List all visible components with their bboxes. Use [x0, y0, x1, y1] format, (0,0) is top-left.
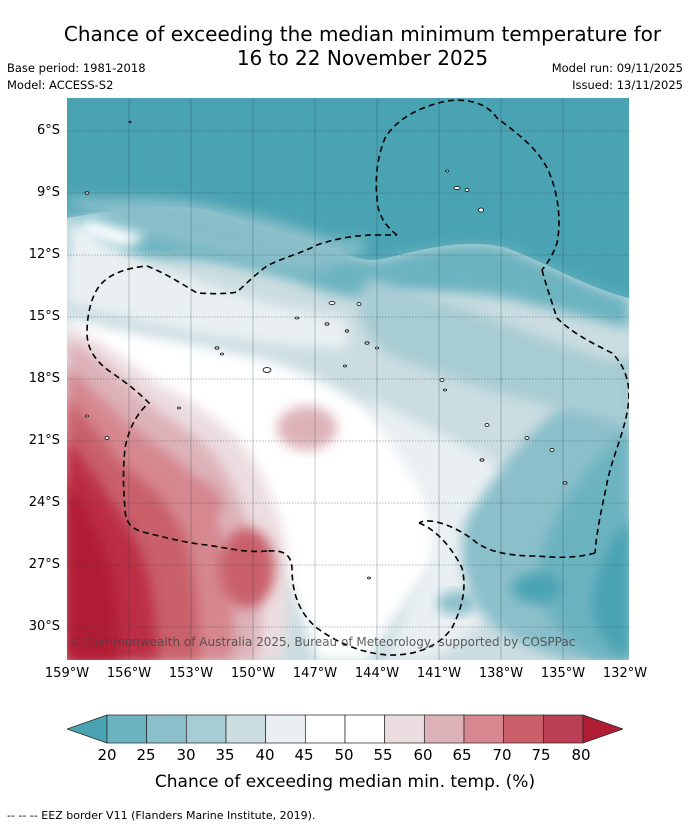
issued-date: Issued: 13/11/2025 — [572, 78, 683, 92]
colorbar-segment — [463, 714, 505, 744]
colorbar-high-arrow — [582, 714, 623, 744]
colorbar-segment — [185, 714, 227, 744]
model-run: Model run: 09/11/2025 — [551, 61, 683, 75]
colorbar-title: Chance of exceeding median min. temp. (%… — [154, 772, 536, 792]
lat-label-12s: 12°S — [28, 247, 60, 262]
colorbar-tick-70: 70 — [492, 746, 512, 764]
colorbar-segment — [503, 714, 544, 744]
colorbar-tick-80: 80 — [571, 746, 591, 764]
colorbar-segment — [225, 714, 267, 744]
title-line-2: 16 to 22 November 2025 — [236, 46, 489, 70]
colorbar-segment — [423, 714, 465, 744]
lon-label-153w: 153°W — [168, 666, 214, 681]
title-line-1: Chance of exceeding the median minimum t… — [63, 22, 662, 46]
grid-lines — [67, 130, 629, 628]
colorbar-segment — [146, 714, 187, 744]
lon-label-141w: 141°W — [416, 666, 462, 681]
map-canvas: © Commonwealth of Australia 2025, Bureau… — [67, 98, 630, 660]
forecast-map: © Commonwealth of Australia 2025, Bureau… — [67, 98, 630, 660]
colorbar — [67, 714, 623, 744]
colorbar-tick-30: 30 — [176, 746, 196, 764]
colorbar-tick-45: 45 — [294, 746, 314, 764]
lat-label-15s: 15°S — [28, 309, 60, 324]
base-period: Base period: 1981-2018 — [7, 61, 146, 75]
colorbar-segment — [106, 714, 148, 744]
colorbar-segments — [106, 714, 584, 744]
meta-right: Model run: 09/11/2025 Issued: 13/11/2025 — [552, 60, 683, 94]
meridian-lines — [128, 98, 564, 660]
colorbar-tick-40: 40 — [255, 746, 275, 764]
meta-left: Base period: 1981-2018 Model: ACCESS-S2 — [7, 60, 146, 94]
colorbar-tick-55: 55 — [373, 746, 393, 764]
lat-label-27s: 27°S — [28, 557, 60, 572]
lat-label-6s: 6°S — [36, 123, 60, 138]
colorbar-tick-50: 50 — [334, 746, 354, 764]
lat-label-18s: 18°S — [28, 371, 60, 386]
colorbar-tick-60: 60 — [413, 746, 433, 764]
model-name: Model: ACCESS-S2 — [7, 78, 114, 92]
colorbar-segment — [344, 714, 386, 744]
lat-label-24s: 24°S — [28, 495, 60, 510]
lon-label-138w: 138°W — [478, 666, 524, 681]
colorbar-tick-25: 25 — [136, 746, 156, 764]
lon-label-147w: 147°W — [292, 666, 338, 681]
colorbar-low-arrow — [67, 714, 108, 744]
lon-label-144w: 144°W — [354, 666, 400, 681]
lon-label-156w: 156°W — [106, 666, 152, 681]
lon-label-132w: 132°W — [602, 666, 648, 681]
eez-legend-note: -- -- -- EEZ border V11 (Flanders Marine… — [7, 809, 316, 822]
lat-label-21s: 21°S — [28, 433, 60, 448]
map-title: Chance of exceeding the median minimum t… — [0, 22, 690, 70]
lat-label-30s: 30°S — [28, 619, 60, 634]
colorbar-tick-35: 35 — [215, 746, 235, 764]
colorbar-segment — [542, 714, 584, 744]
eez-borders — [86, 99, 630, 656]
lat-label-9s: 9°S — [36, 185, 60, 200]
lon-label-159w: 159°W — [44, 666, 90, 681]
map-copyright: © Commonwealth of Australia 2025, Bureau… — [70, 635, 575, 649]
colorbar-segment — [304, 714, 346, 744]
colorbar-tick-20: 20 — [97, 746, 117, 764]
colorbar-tick-75: 75 — [531, 746, 551, 764]
lon-label-150w: 150°W — [230, 666, 276, 681]
colorbar-segment — [384, 714, 425, 744]
islands — [84, 120, 568, 580]
lon-label-135w: 135°W — [540, 666, 586, 681]
colorbar-tick-65: 65 — [452, 746, 472, 764]
colorbar-segment — [265, 714, 306, 744]
